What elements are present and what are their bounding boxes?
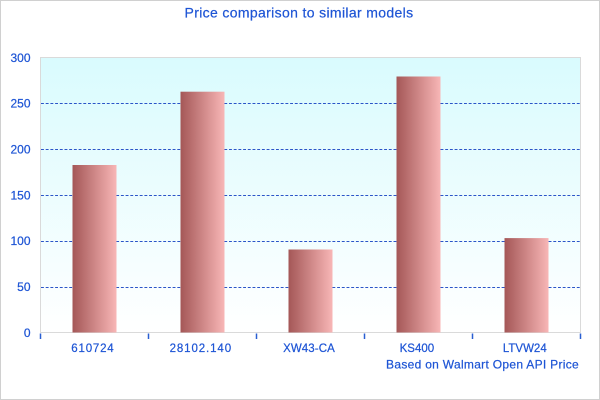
svg-text:300: 300 [10, 51, 30, 65]
svg-text:200: 200 [10, 143, 30, 157]
svg-text:150: 150 [10, 188, 30, 202]
svg-text:28102.140: 28102.140 [170, 343, 232, 355]
svg-text:XW43-CA: XW43-CA [283, 343, 335, 355]
svg-text:Price comparison to similar mo: Price comparison to similar models [185, 4, 414, 20]
svg-text:250: 250 [10, 97, 30, 111]
svg-text:KS400: KS400 [400, 343, 435, 355]
svg-text:610724: 610724 [71, 343, 114, 355]
svg-text:0: 0 [24, 326, 31, 340]
svg-text:LTVW24: LTVW24 [503, 343, 547, 355]
svg-text:50: 50 [17, 280, 31, 294]
svg-text:Based on Walmart Open API Pric: Based on Walmart Open API Price [386, 357, 579, 371]
svg-text:100: 100 [10, 234, 30, 248]
